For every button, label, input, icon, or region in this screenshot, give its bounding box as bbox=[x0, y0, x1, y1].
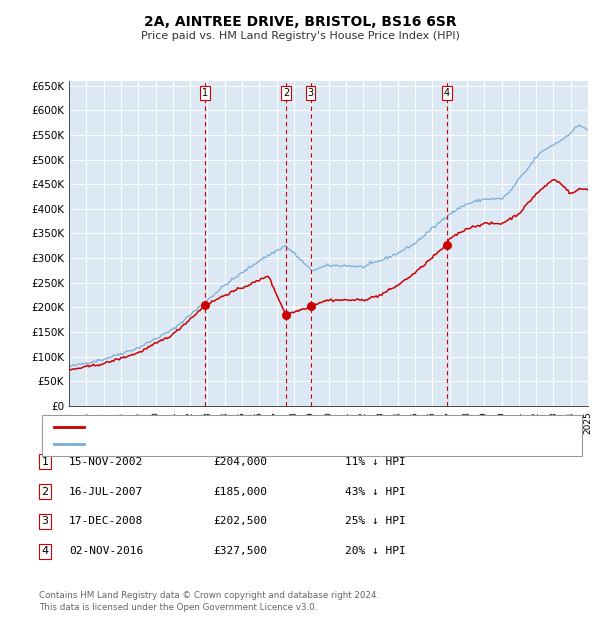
Text: 11% ↓ HPI: 11% ↓ HPI bbox=[345, 457, 406, 467]
Text: Price paid vs. HM Land Registry's House Price Index (HPI): Price paid vs. HM Land Registry's House … bbox=[140, 31, 460, 41]
Text: 02-NOV-2016: 02-NOV-2016 bbox=[69, 546, 143, 556]
Text: 1: 1 bbox=[41, 457, 49, 467]
Text: 25% ↓ HPI: 25% ↓ HPI bbox=[345, 516, 406, 526]
Text: £185,000: £185,000 bbox=[213, 487, 267, 497]
Text: £204,000: £204,000 bbox=[213, 457, 267, 467]
Text: 20% ↓ HPI: 20% ↓ HPI bbox=[345, 546, 406, 556]
Text: This data is licensed under the Open Government Licence v3.0.: This data is licensed under the Open Gov… bbox=[39, 603, 317, 612]
Text: 4: 4 bbox=[41, 546, 49, 556]
Text: 17-DEC-2008: 17-DEC-2008 bbox=[69, 516, 143, 526]
Text: 43% ↓ HPI: 43% ↓ HPI bbox=[345, 487, 406, 497]
Text: 16-JUL-2007: 16-JUL-2007 bbox=[69, 487, 143, 497]
Text: 2A, AINTREE DRIVE, BRISTOL, BS16 6SR (detached house): 2A, AINTREE DRIVE, BRISTOL, BS16 6SR (de… bbox=[90, 422, 380, 432]
Text: 3: 3 bbox=[41, 516, 49, 526]
Text: 2: 2 bbox=[283, 88, 289, 98]
Text: 4: 4 bbox=[444, 88, 450, 98]
Text: HPI: Average price, detached house, South Gloucestershire: HPI: Average price, detached house, Sout… bbox=[90, 440, 385, 450]
Text: Contains HM Land Registry data © Crown copyright and database right 2024.: Contains HM Land Registry data © Crown c… bbox=[39, 591, 379, 600]
Text: 1: 1 bbox=[202, 88, 208, 98]
Text: 3: 3 bbox=[307, 88, 314, 98]
Text: £202,500: £202,500 bbox=[213, 516, 267, 526]
Text: 2A, AINTREE DRIVE, BRISTOL, BS16 6SR: 2A, AINTREE DRIVE, BRISTOL, BS16 6SR bbox=[143, 16, 457, 30]
Text: 15-NOV-2002: 15-NOV-2002 bbox=[69, 457, 143, 467]
Text: 2: 2 bbox=[41, 487, 49, 497]
Text: £327,500: £327,500 bbox=[213, 546, 267, 556]
